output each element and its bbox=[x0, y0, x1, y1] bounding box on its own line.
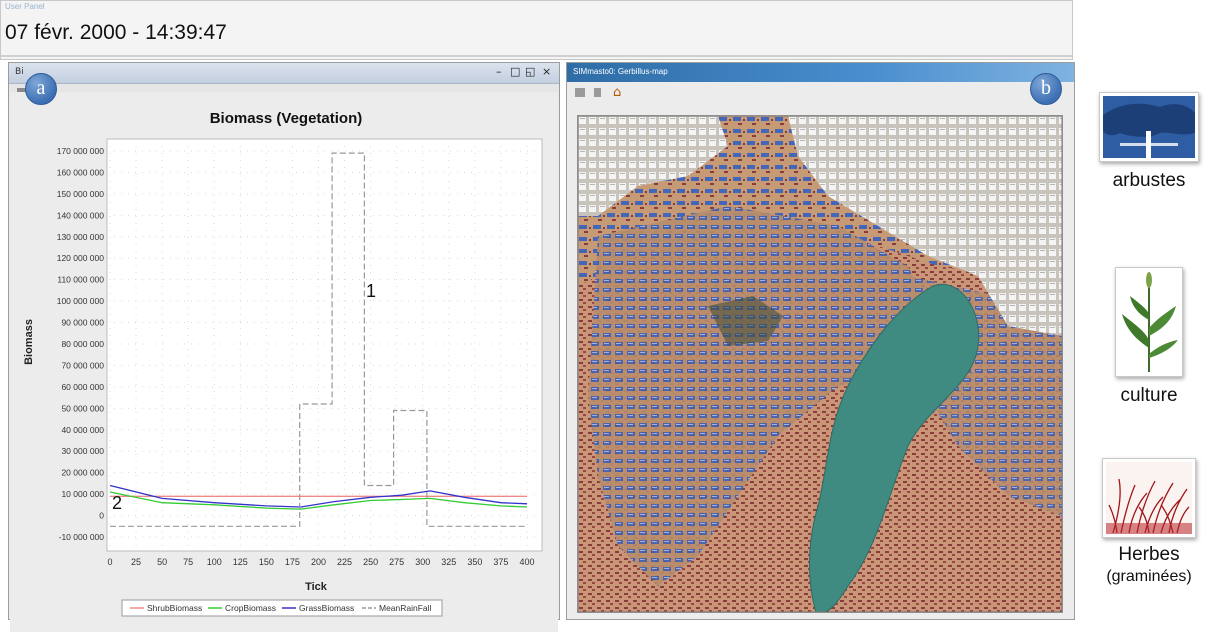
chart-window-titlebar[interactable]: Bi – □ ◱ × bbox=[9, 63, 559, 84]
divider bbox=[1, 55, 1072, 57]
plot-area bbox=[106, 138, 543, 552]
y-tick-label: 120 000 000 bbox=[57, 253, 105, 263]
legend-entry: ShrubBiomass bbox=[147, 603, 202, 613]
restore-icon[interactable]: □ bbox=[510, 65, 521, 78]
chart-title: Biomass (Vegetation) bbox=[210, 110, 363, 127]
map-lake bbox=[809, 283, 980, 612]
x-tick-label: 125 bbox=[233, 557, 248, 567]
y-tick-label: 70 000 000 bbox=[61, 360, 104, 370]
satellite-map[interactable] bbox=[577, 115, 1063, 613]
chart-legend: ShrubBiomass CropBiomass GrassBiomass MeanR… bbox=[121, 599, 443, 617]
legend-crops-label: culture bbox=[1120, 385, 1178, 406]
legend-grass-sublabel: (graminées) bbox=[1106, 568, 1192, 585]
map-toolbar: ⌂ bbox=[567, 83, 1074, 103]
x-tick-label: 325 bbox=[441, 557, 456, 567]
badge-b: b bbox=[1030, 73, 1062, 105]
camera-icon[interactable] bbox=[575, 88, 585, 97]
y-tick-label: 30 000 000 bbox=[61, 446, 104, 456]
chart-window-title: Bi bbox=[15, 67, 24, 77]
user-panel-title: User Panel bbox=[5, 2, 45, 11]
y-tick-label: 20 000 000 bbox=[61, 468, 104, 478]
x-tick-label: 0 bbox=[107, 557, 112, 567]
map-dark-vegetation bbox=[708, 296, 783, 346]
acacia-tree-icon bbox=[1099, 92, 1199, 162]
series-MeanRainFall bbox=[110, 152, 527, 527]
y-tick-label: -10 000 000 bbox=[59, 532, 105, 542]
x-tick-label: 100 bbox=[207, 557, 222, 567]
x-tick-label: 375 bbox=[493, 557, 508, 567]
legend-entry: MeanRainFall bbox=[379, 603, 432, 613]
legend-crops: culture bbox=[1108, 267, 1190, 407]
maximize-icon[interactable]: ◱ bbox=[525, 65, 536, 78]
series-GrassBiomass bbox=[109, 484, 528, 508]
document-icon[interactable] bbox=[594, 88, 601, 97]
y-tick-labels: -10 000 000 0 10 000 000 20 000 000 30 000 0… bbox=[57, 146, 105, 542]
grass-icon bbox=[1102, 458, 1196, 538]
crop-plant-icon bbox=[1115, 267, 1183, 377]
legend-entry: CropBiomass bbox=[225, 603, 276, 613]
y-tick-label: 60 000 000 bbox=[61, 382, 104, 392]
map-shrub-zone-north bbox=[788, 116, 1062, 336]
biomass-chart: Biomass (Vegetation) Tick Biomass -10 00… bbox=[10, 92, 558, 632]
save-icon[interactable] bbox=[17, 88, 27, 95]
annotation-2: 2 bbox=[112, 493, 122, 513]
y-tick-label: 90 000 000 bbox=[61, 318, 104, 328]
x-tick-label: 50 bbox=[157, 557, 167, 567]
badge-a: a bbox=[25, 73, 57, 105]
map-shrub-zone-west bbox=[578, 116, 728, 216]
y-tick-label: 140 000 000 bbox=[57, 210, 105, 220]
x-tick-label: 350 bbox=[467, 557, 482, 567]
y-tick-label: 0 bbox=[99, 511, 104, 521]
y-tick-label: 110 000 000 bbox=[57, 275, 104, 285]
x-axis-label: Tick bbox=[305, 581, 328, 593]
series-lines bbox=[109, 152, 528, 527]
legend-shrubs-label: arbustes bbox=[1112, 170, 1186, 191]
x-tick-label: 225 bbox=[337, 557, 352, 567]
x-tick-labels: 0 25 50 75 100 125 150 175 200 225 250 275 300 325 350… bbox=[107, 557, 534, 567]
series-CropBiomass bbox=[109, 491, 528, 510]
x-tick-label: 25 bbox=[131, 557, 141, 567]
minimize-icon[interactable]: – bbox=[496, 65, 502, 78]
home-icon[interactable]: ⌂ bbox=[613, 85, 622, 100]
map-window-titlebar[interactable]: SIMmasto0: Gerbillus-map bbox=[567, 63, 1074, 82]
legend-grass-label: Herbes bbox=[1118, 544, 1180, 565]
y-tick-label: 150 000 000 bbox=[57, 189, 105, 199]
user-panel: User Panel 07 févr. 2000 - 14:39:47 bbox=[0, 0, 1073, 60]
x-tick-label: 400 bbox=[519, 557, 534, 567]
y-tick-label: 40 000 000 bbox=[61, 425, 104, 435]
y-axis-label: Biomass bbox=[23, 319, 35, 365]
grid bbox=[107, 139, 542, 551]
map-grass-zone bbox=[588, 206, 938, 586]
map-window-title: SIMmasto0: Gerbillus-map bbox=[573, 67, 668, 76]
legend-entry: GrassBiomass bbox=[299, 603, 354, 613]
y-tick-label: 160 000 000 bbox=[57, 167, 105, 177]
x-tick-label: 250 bbox=[363, 557, 378, 567]
simulation-datetime: 07 févr. 2000 - 14:39:47 bbox=[5, 21, 227, 44]
y-tick-label: 100 000 000 bbox=[57, 296, 105, 306]
gerbillus-map-window: SIMmasto0: Gerbillus-map ⌂ bbox=[566, 62, 1075, 620]
y-tick-label: 10 000 000 bbox=[61, 489, 104, 499]
close-icon[interactable]: × bbox=[542, 65, 552, 78]
y-tick-label: 130 000 000 bbox=[57, 232, 105, 242]
y-tick-label: 80 000 000 bbox=[61, 339, 104, 349]
y-tick-label: 50 000 000 bbox=[61, 403, 104, 413]
x-tick-label: 200 bbox=[311, 557, 326, 567]
x-tick-label: 175 bbox=[285, 557, 300, 567]
legend-grass: Herbes (graminées) bbox=[1088, 458, 1210, 586]
legend-shrubs: arbustes bbox=[1088, 92, 1210, 192]
y-tick-label: 170 000 000 bbox=[57, 146, 105, 156]
x-tick-label: 75 bbox=[183, 557, 193, 567]
annotation-1: 1 bbox=[366, 281, 376, 301]
x-tick-label: 150 bbox=[259, 557, 274, 567]
x-tick-label: 275 bbox=[389, 557, 404, 567]
x-tick-label: 300 bbox=[415, 557, 430, 567]
